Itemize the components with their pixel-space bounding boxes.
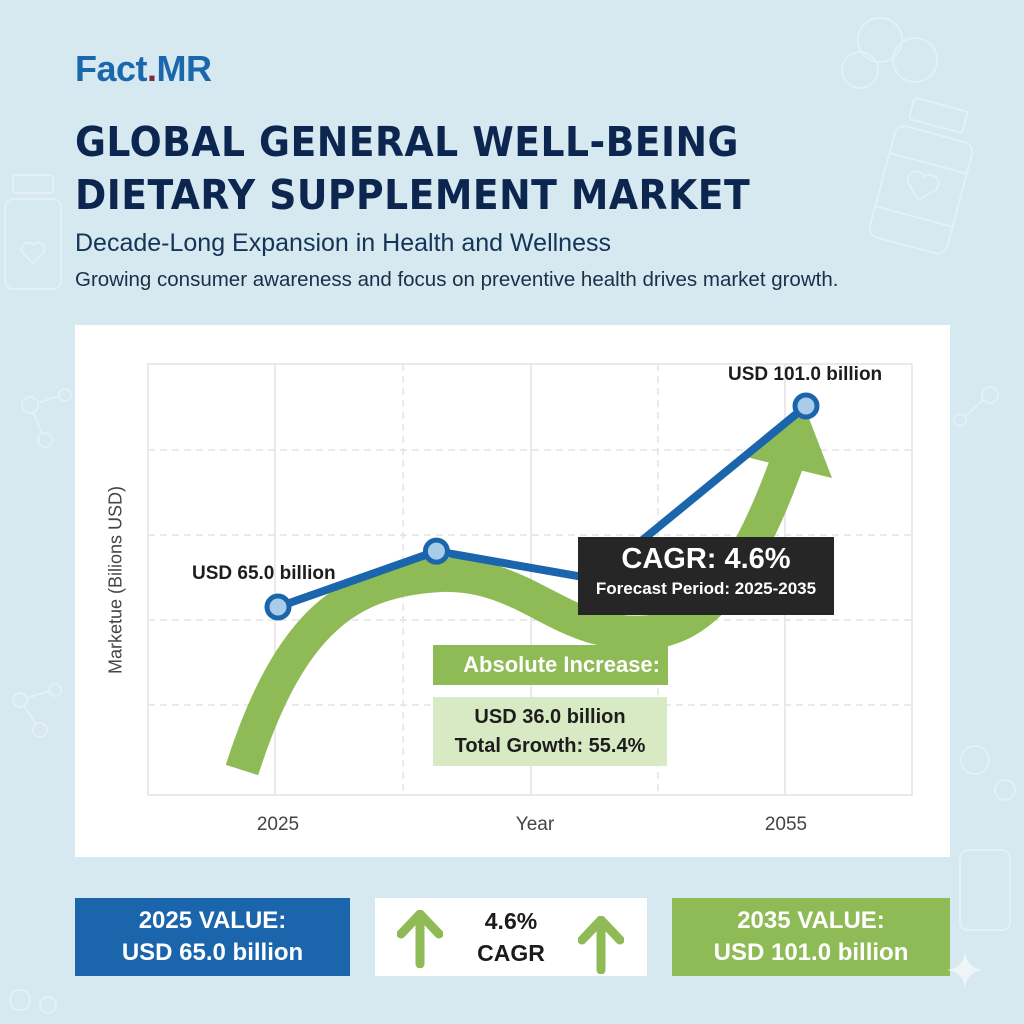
plot-frame [147, 363, 913, 796]
stat-2035-title: 2035 VALUE: [737, 907, 885, 934]
cagr-annotation: CAGR: 4.6% Forecast Period: 2025-2035 [578, 537, 834, 615]
page-title: GLOBAL GENERAL WELL-BEING DIETARY SUPPLE… [75, 116, 811, 222]
data-point-2035 [792, 392, 820, 420]
logo-suffix: MR [156, 48, 213, 89]
title-line-1: GLOBAL GENERAL WELL-BEING [75, 118, 739, 166]
forecast-period: Forecast Period: 2025-2035 [595, 579, 817, 598]
fact-mr-logo: Fact.MR [75, 48, 212, 90]
absolute-increase-heading: Absolute Increase: [433, 645, 668, 685]
data-label-end: USD 101.0 billion [728, 364, 883, 385]
tagline: Growing consumer awareness and focus on … [75, 268, 839, 291]
stat-2035-value: 2035 VALUE: USD 101.0 billion [672, 898, 950, 976]
subtitle: Decade-Long Expansion in Health and Well… [75, 229, 611, 257]
stat-cagr: 4.6% CAGR [375, 898, 647, 976]
stat-2035-amount: USD 101.0 billion [713, 939, 909, 966]
data-label-start: USD 65.0 billion [192, 563, 336, 584]
series-line [276, 402, 809, 611]
absolute-increase-box: USD 36.0 billion Total Growth: 55.4% [433, 697, 667, 766]
title-line-2: DIETARY SUPPLEMENT MARKET [75, 171, 751, 219]
logo-dot: . [147, 48, 157, 89]
stat-2025-title: 2025 VALUE: [138, 907, 287, 934]
data-point-2028 [422, 537, 450, 565]
trend-arrow-head [742, 408, 832, 478]
data-point-2025 [264, 593, 292, 621]
stat-2025-amount: USD 65.0 billion [121, 939, 304, 966]
x-tick-label-2025: 2025 [256, 814, 300, 835]
x-axis-label: Year [515, 814, 555, 835]
stat-cagr-value: 4.6% [484, 908, 538, 934]
stat-cagr-label: CAGR [477, 940, 545, 966]
up-arrow-icon [578, 916, 624, 974]
up-arrow-icon [397, 910, 443, 968]
absolute-increase-value: USD 36.0 billion [474, 706, 626, 728]
total-growth: Total Growth: 55.4% [454, 735, 646, 757]
sparkle-icon [947, 952, 983, 988]
x-tick-label-2055: 2055 [764, 814, 808, 835]
cagr-title: CAGR: 4.6% [621, 543, 791, 575]
y-axis-label: Marketue (Bilions USD) [105, 485, 126, 675]
logo-text: Fact [75, 48, 148, 89]
stat-2025-value: 2025 VALUE: USD 65.0 billion [75, 898, 350, 976]
